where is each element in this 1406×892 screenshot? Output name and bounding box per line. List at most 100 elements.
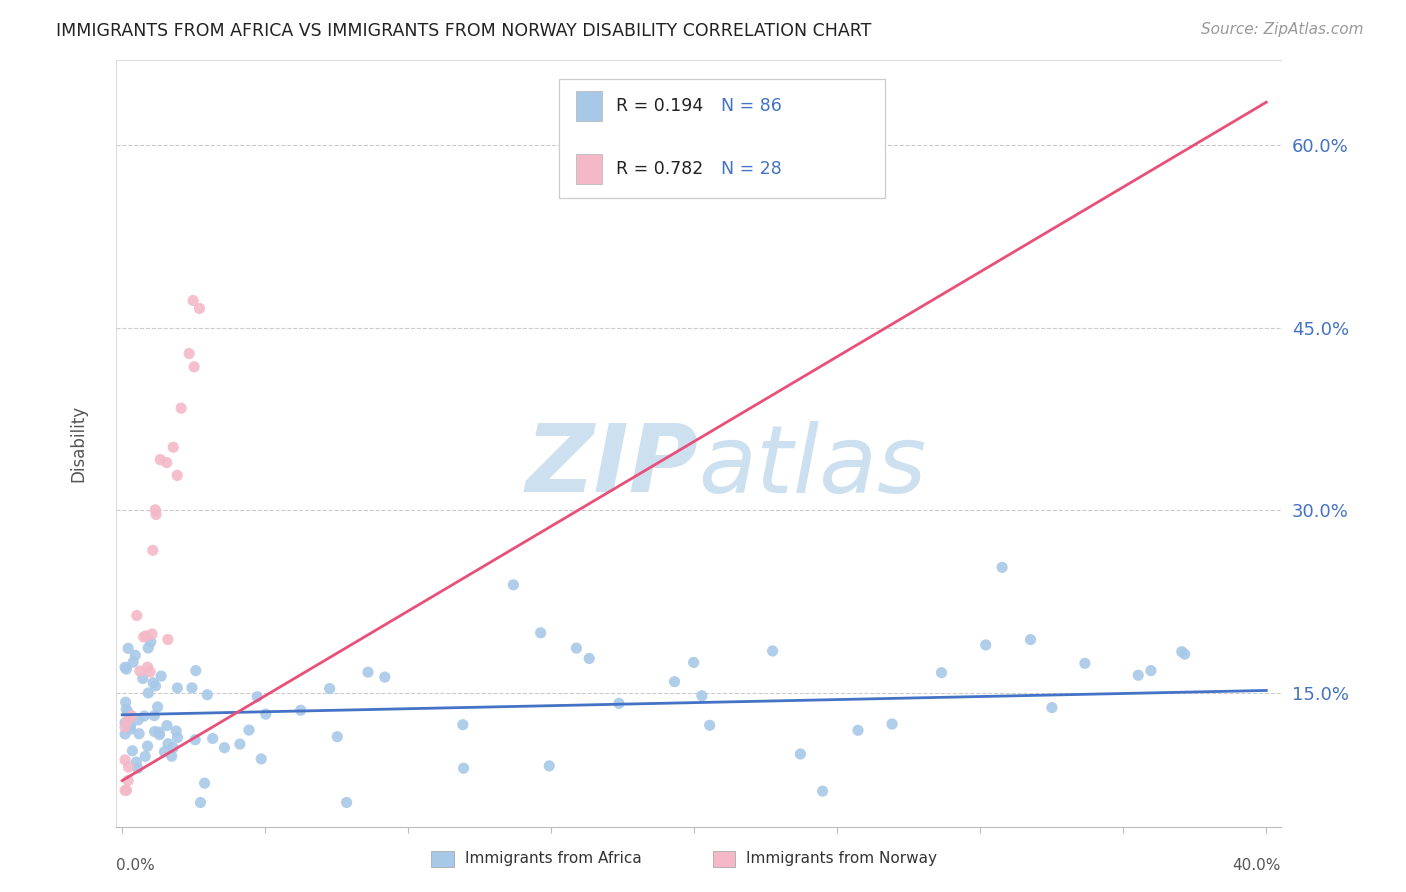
Point [254, 707, 277, 722]
Point [502, 578, 524, 592]
Point [117, 641, 139, 656]
Point [148, 728, 170, 742]
Point [114, 660, 136, 674]
Point [201, 731, 224, 746]
Point [326, 730, 349, 744]
Point [132, 630, 155, 644]
Point [699, 718, 721, 732]
Point [117, 773, 139, 788]
Point [183, 359, 205, 374]
Point [166, 468, 188, 483]
Text: atlas: atlas [699, 421, 927, 512]
Point [931, 665, 953, 680]
Point [565, 641, 588, 656]
Bar [576, 91, 602, 121]
Point [238, 723, 260, 737]
Point [134, 749, 156, 764]
Point [166, 731, 188, 745]
Point [165, 723, 187, 738]
Point [128, 727, 150, 741]
Point [761, 644, 783, 658]
Point [114, 695, 136, 709]
Point [150, 669, 173, 683]
Text: Source: ZipAtlas.com: Source: ZipAtlas.com [1201, 22, 1364, 37]
Point [607, 697, 630, 711]
Point [120, 722, 142, 736]
Point [145, 679, 167, 693]
Point [184, 732, 207, 747]
Point [125, 755, 148, 769]
Point [129, 664, 152, 678]
Point [136, 640, 159, 655]
Point [451, 717, 474, 731]
Point [682, 656, 704, 670]
Point [136, 660, 159, 674]
Point [132, 672, 155, 686]
Point [374, 670, 396, 684]
Point [991, 560, 1014, 574]
Point [124, 648, 146, 663]
Point [117, 705, 139, 719]
Point [290, 703, 312, 717]
FancyBboxPatch shape [558, 78, 884, 198]
Text: R = 0.782: R = 0.782 [616, 160, 703, 178]
Point [453, 761, 475, 775]
Point [145, 508, 167, 522]
Point [146, 699, 169, 714]
Point [789, 747, 811, 761]
Point [162, 740, 184, 755]
Point [166, 681, 188, 695]
Point [142, 543, 165, 558]
Point [127, 713, 149, 727]
Point [117, 714, 139, 728]
Point [1074, 657, 1097, 671]
Point [246, 690, 269, 704]
Point [179, 346, 201, 360]
Point [1040, 700, 1063, 714]
Point [121, 708, 143, 723]
Point [1128, 668, 1150, 682]
Point [250, 752, 273, 766]
Text: ZIP: ZIP [526, 420, 699, 512]
Point [115, 702, 138, 716]
Text: N = 28: N = 28 [721, 160, 782, 178]
Point [318, 681, 340, 696]
Text: N = 86: N = 86 [721, 97, 782, 115]
Point [357, 665, 380, 680]
Bar [576, 153, 602, 184]
Point [114, 753, 136, 767]
Text: 40.0%: 40.0% [1232, 858, 1281, 873]
Point [139, 665, 162, 679]
Point [811, 784, 834, 798]
Point [114, 783, 136, 797]
Point [136, 686, 159, 700]
Point [170, 401, 193, 416]
Point [125, 608, 148, 623]
Point [1171, 645, 1194, 659]
Point [664, 674, 686, 689]
Point [149, 452, 172, 467]
Point [153, 745, 176, 759]
Point [143, 708, 166, 723]
Point [141, 627, 163, 641]
Point [121, 744, 143, 758]
Point [1140, 664, 1163, 678]
Point [846, 723, 869, 738]
Point [214, 740, 236, 755]
Point [229, 737, 252, 751]
Point [143, 724, 166, 739]
Point [530, 625, 553, 640]
Text: IMMIGRANTS FROM AFRICA VS IMMIGRANTS FROM NORWAY DISABILITY CORRELATION CHART: IMMIGRANTS FROM AFRICA VS IMMIGRANTS FRO… [56, 22, 872, 40]
Point [156, 456, 179, 470]
Point [114, 720, 136, 734]
Point [134, 709, 156, 723]
Point [690, 689, 713, 703]
Point [188, 301, 211, 316]
Point [136, 739, 159, 753]
Point [143, 503, 166, 517]
Point [139, 635, 162, 649]
Point [1174, 647, 1197, 661]
Point [142, 675, 165, 690]
Point [195, 688, 218, 702]
Point [880, 717, 903, 731]
